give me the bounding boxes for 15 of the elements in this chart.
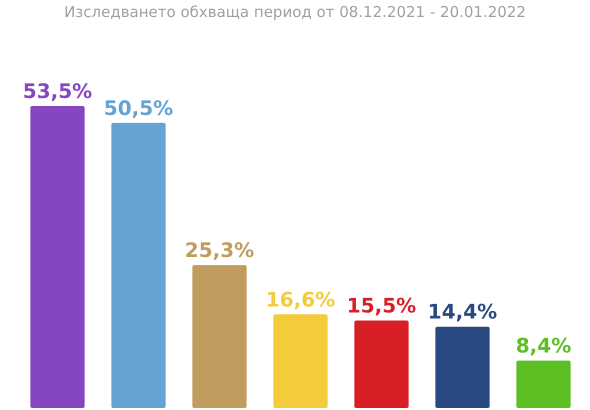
- data-label: 53,5%: [22, 79, 92, 103]
- bar: [30, 106, 85, 408]
- chart-subtitle: Изследването обхваща период от 08.12.2021 - 20.01.2022: [64, 3, 526, 21]
- bar: [273, 314, 328, 408]
- data-label: 50,5%: [104, 96, 174, 120]
- bar: [516, 360, 571, 408]
- data-label: 8,4%: [516, 334, 572, 358]
- bar: [435, 326, 490, 408]
- bar: [192, 265, 247, 408]
- data-label: 15,5%: [346, 294, 416, 318]
- data-label: 25,3%: [184, 238, 254, 262]
- bar: [111, 122, 166, 408]
- data-label: 16,6%: [266, 287, 336, 312]
- data-label: 14,4%: [428, 300, 498, 324]
- bar: [354, 320, 409, 408]
